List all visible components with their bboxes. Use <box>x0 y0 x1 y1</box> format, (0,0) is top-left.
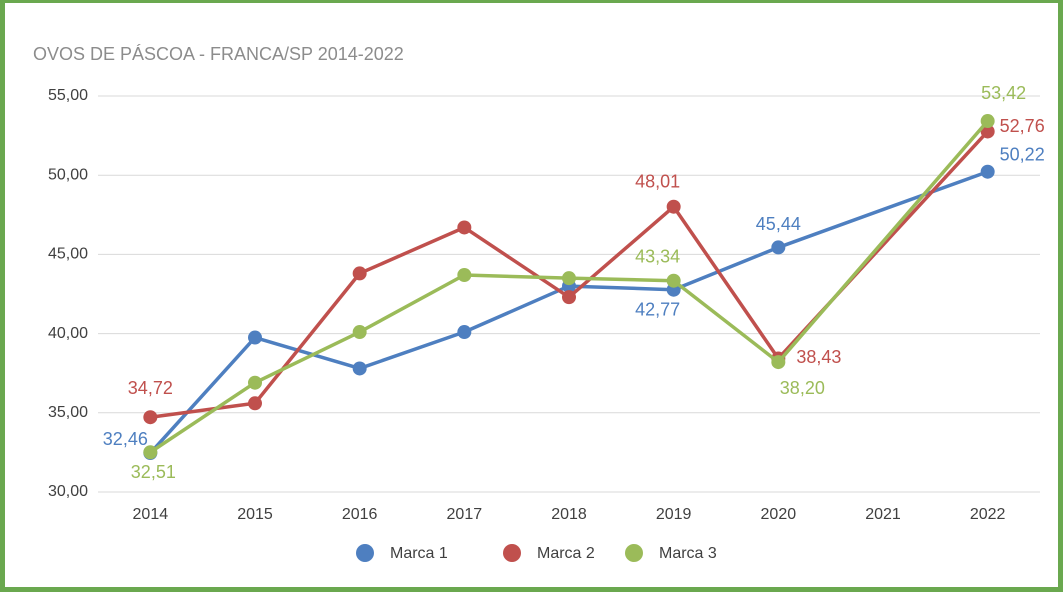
legend-marker <box>625 544 643 562</box>
legend-marker <box>503 544 521 562</box>
x-tick-label: 2017 <box>447 506 483 523</box>
x-tick-label: 2022 <box>970 506 1006 523</box>
data-point <box>457 325 472 340</box>
x-tick-label: 2020 <box>761 506 797 523</box>
data-point <box>248 375 262 390</box>
data-point <box>248 396 262 411</box>
data-label: 38,20 <box>780 378 825 398</box>
series-line <box>149 170 989 455</box>
y-tick-label: 55,00 <box>48 87 88 104</box>
x-tick-label: 2014 <box>133 506 169 523</box>
data-label: 38,43 <box>796 347 841 367</box>
data-point <box>352 266 367 281</box>
data-label: 53,42 <box>981 83 1026 103</box>
data-label: 32,51 <box>131 462 176 482</box>
data-point <box>980 114 995 129</box>
data-point <box>143 445 158 460</box>
data-point <box>666 199 681 214</box>
data-point <box>248 330 262 345</box>
data-label: 42,77 <box>635 299 680 319</box>
y-tick-label: 45,00 <box>48 246 88 263</box>
data-point <box>666 273 681 288</box>
data-point <box>980 124 995 139</box>
y-tick-label: 30,00 <box>48 483 88 500</box>
data-label: 34,72 <box>128 378 173 398</box>
legend-label: Marca 2 <box>537 545 595 562</box>
x-tick-label: 2015 <box>237 506 273 523</box>
series-line <box>149 119 989 454</box>
legend-label: Marca 1 <box>390 545 448 562</box>
x-tick-label: 2018 <box>551 506 587 523</box>
data-point <box>352 361 367 376</box>
legend-marker <box>356 544 374 562</box>
data-point <box>457 220 472 235</box>
data-label: 32,46 <box>103 429 148 449</box>
data-label: 48,01 <box>635 171 680 191</box>
legend-label: Marca 3 <box>659 545 717 562</box>
data-point <box>352 325 367 340</box>
data-point <box>980 164 995 179</box>
data-label: 45,44 <box>756 214 801 234</box>
data-point <box>771 240 786 255</box>
data-label: 43,34 <box>635 246 680 266</box>
data-point <box>562 290 576 305</box>
y-tick-label: 50,00 <box>48 166 88 183</box>
y-tick-label: 35,00 <box>48 404 88 421</box>
data-point <box>457 267 472 282</box>
data-point <box>143 410 158 425</box>
y-tick-label: 40,00 <box>48 325 88 342</box>
x-tick-label: 2016 <box>342 506 378 523</box>
data-label: 50,22 <box>1000 144 1045 164</box>
x-tick-label: 2019 <box>656 506 692 523</box>
x-tick-label: 2021 <box>865 506 901 523</box>
data-point <box>562 271 576 286</box>
data-point <box>771 355 786 370</box>
series-line <box>150 130 989 419</box>
data-label: 52,76 <box>1000 116 1045 136</box>
chart-title: OVOS DE PÁSCOA - FRANCA/SP 2014-2022 <box>33 44 404 64</box>
